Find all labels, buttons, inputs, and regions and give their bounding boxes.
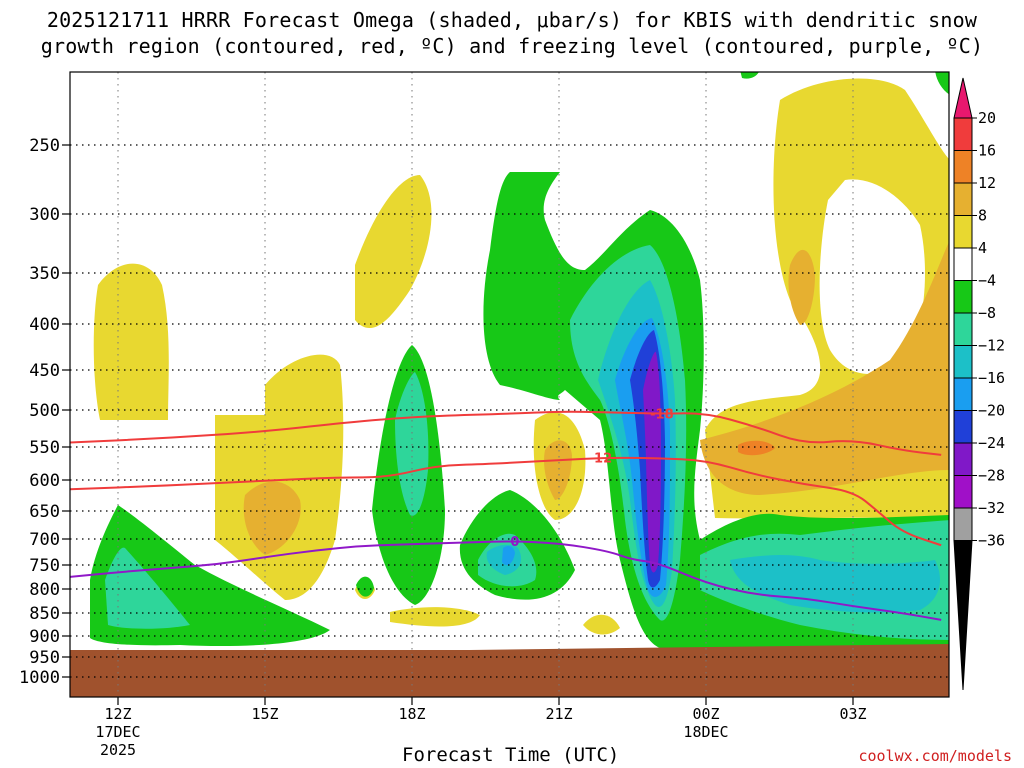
x-tick-label: 15Z [251, 705, 278, 723]
y-tick-label: 550 [29, 438, 60, 458]
x-tick-sublabel: 17DEC [95, 723, 140, 741]
colorbar-label: −36 [978, 532, 1005, 550]
omega-positive-area [583, 614, 620, 635]
colorbar-swatch [953, 410, 973, 444]
contour-dgz_minus18 [70, 410, 942, 456]
omega-positive-moderate-area [700, 242, 949, 495]
omega-positive-moderate-area [243, 481, 301, 555]
colorbar-swatch [953, 182, 973, 216]
colorbar-swatch [953, 475, 973, 509]
colorbar-label: 8 [978, 207, 987, 225]
colorbar-swatch [953, 247, 973, 281]
y-tick-label: 450 [29, 361, 60, 381]
y-tick-label: 700 [29, 530, 60, 550]
colorbar-swatch [953, 377, 973, 411]
colorbar-swatch [953, 215, 973, 249]
x-tick-label: 21Z [545, 705, 572, 723]
y-tick-label: 800 [29, 580, 60, 600]
y-tick-label: 650 [29, 502, 60, 522]
omega-positive-moderate-area [544, 440, 572, 500]
colorbar-label: −20 [978, 402, 1005, 420]
colorbar-swatch [953, 345, 973, 379]
colorbar-swatch [953, 117, 973, 151]
y-axis: 250 300 350 400 450 500 550 600 650 700 750 800 850 9… [19, 136, 70, 688]
chart-title-line-2: growth region (contoured, red, ºC) and f… [40, 34, 984, 58]
colorbar-bottom-arrow [953, 540, 973, 691]
omega-near-zero-area [819, 179, 925, 374]
colorbar: 20 16 12 8 4 −4 −8 −12 −16 −20 −24 −28 −32 −36 [953, 77, 1005, 691]
omega-positive-area [93, 263, 169, 420]
colorbar-label: −28 [978, 467, 1005, 485]
contour-label: -18 [650, 408, 674, 423]
contour-dgz_minus12 [70, 456, 942, 547]
colorbar-label: −8 [978, 304, 996, 322]
omega-negative-moderate-area [395, 372, 429, 516]
y-tick-label: 950 [29, 648, 60, 668]
omega-positive-area [390, 607, 480, 627]
omega-positive-area [355, 175, 432, 329]
contour-freezing_level_0C [70, 540, 942, 621]
ground-surface [70, 644, 949, 697]
colorbar-label: 4 [978, 239, 987, 257]
x-tick-label: 03Z [839, 705, 866, 723]
chart-title-line-1: 2025121711 HRRR Forecast Omega (shaded, … [46, 8, 978, 32]
colorbar-label: −24 [978, 434, 1005, 452]
omega-negative-intense-area [502, 545, 515, 565]
omega-negative-area [935, 72, 949, 95]
omega-positive-moderate-area [788, 249, 815, 325]
y-tick-label: 1000 [19, 668, 60, 688]
y-tick-label: 600 [29, 471, 60, 491]
colorbar-swatch [953, 280, 973, 314]
contour-lines: -18 12 0 [70, 408, 942, 621]
omega-positive-strong-area [738, 440, 775, 456]
y-tick-label: 350 [29, 264, 60, 284]
x-tick-label: 00Z [692, 705, 719, 723]
omega-negative-area [740, 72, 759, 79]
colorbar-label: −12 [978, 337, 1005, 355]
x-tick-label: 18Z [398, 705, 425, 723]
colorbar-swatch [953, 150, 973, 184]
y-tick-label: 500 [29, 401, 60, 421]
y-tick-label: 400 [29, 315, 60, 335]
y-tick-label: 750 [29, 556, 60, 576]
contour-label: 0 [510, 535, 519, 550]
colorbar-top-arrow [953, 77, 973, 119]
omega-negative-area [356, 576, 374, 597]
colorbar-label: 20 [978, 109, 996, 127]
omega-negative-strong-area [730, 555, 940, 613]
plot-frame [69, 71, 950, 698]
grid-lines [70, 72, 949, 697]
colorbar-label: 16 [978, 142, 996, 160]
y-tick-label: 250 [29, 136, 60, 156]
y-tick-label: 300 [29, 205, 60, 225]
colorbar-swatch [953, 312, 973, 346]
x-axis-label: Forecast Time (UTC) [402, 744, 620, 766]
y-tick-label: 900 [29, 627, 60, 647]
colorbar-swatch [953, 442, 973, 476]
colorbar-label: −4 [978, 272, 996, 290]
source-credit: coolwx.com/models [858, 747, 1012, 765]
omega-negative-moderate-area [105, 547, 190, 629]
x-tick-sublabel: 2025 [100, 741, 136, 759]
colorbar-label: −32 [978, 499, 1005, 517]
x-tick-label: 12Z [104, 705, 131, 723]
x-tick-sublabel: 18DEC [683, 723, 728, 741]
colorbar-label: −16 [978, 369, 1005, 387]
colorbar-swatch [953, 507, 973, 541]
colorbar-label: 12 [978, 174, 996, 192]
contour-label: 12 [594, 452, 612, 467]
omega-negative-peak-area [643, 351, 661, 573]
y-tick-label: 850 [29, 604, 60, 624]
